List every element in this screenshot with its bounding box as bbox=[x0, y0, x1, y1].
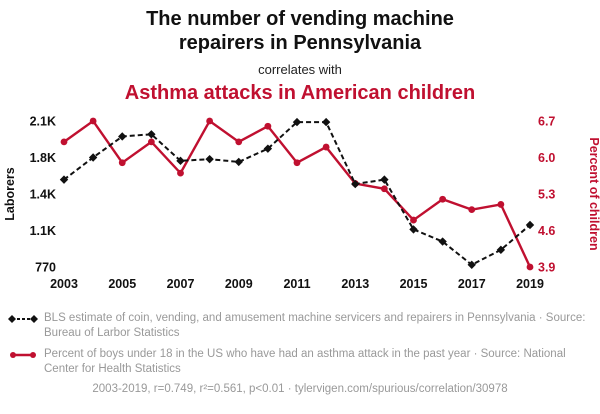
x-axis-tick-label: 2011 bbox=[283, 277, 310, 291]
connector-text: correlates with bbox=[258, 61, 342, 77]
right-axis-tick-label: 5.3 bbox=[538, 187, 555, 201]
legend: BLS estimate of coin, vending, and amuse… bbox=[0, 305, 600, 377]
x-axis-tick-label: 2005 bbox=[108, 277, 136, 291]
circle-marker bbox=[118, 159, 126, 166]
diamond-marker bbox=[176, 156, 185, 165]
diamond-marker bbox=[263, 144, 273, 153]
left-axis-tick-label: 2.1K bbox=[30, 114, 56, 128]
circle-marker bbox=[264, 122, 272, 130]
diamond-marker bbox=[321, 117, 331, 127]
circle-marker bbox=[60, 138, 68, 146]
legend-text-asthma: Percent of boys under 18 in the US who h… bbox=[44, 347, 566, 375]
circle-marker bbox=[235, 138, 243, 146]
diamond-marker bbox=[496, 245, 506, 254]
left-axis-tick-label: 1.4K bbox=[30, 187, 56, 201]
circle-marker bbox=[89, 117, 97, 125]
right-axis-tick-label: 3.9 bbox=[538, 260, 555, 274]
circle-marker bbox=[322, 143, 330, 151]
x-axis-tick-label: 2015 bbox=[400, 277, 428, 291]
left-axis-tick-label: 1.8K bbox=[30, 151, 56, 165]
circle-marker bbox=[380, 185, 388, 192]
circle-marker bbox=[293, 159, 301, 166]
circle-marker bbox=[147, 138, 155, 146]
diamond-marker bbox=[59, 175, 69, 184]
circle-marker bbox=[410, 216, 417, 224]
circle-marker bbox=[206, 117, 214, 125]
page-title: The number of vending machine repairers … bbox=[146, 8, 454, 55]
black-dashed-series-marker-icon bbox=[8, 314, 38, 323]
left-axis-tick-label: 770 bbox=[35, 260, 56, 274]
circle-marker bbox=[497, 200, 505, 208]
left-axis-title: Laborers bbox=[3, 167, 17, 221]
x-axis-tick-label: 2009 bbox=[225, 277, 253, 291]
chart-header: The number of vending machine repairers … bbox=[0, 0, 600, 105]
x-axis-tick-label: 2007 bbox=[167, 277, 195, 291]
diamond-marker bbox=[118, 132, 127, 141]
red-line-series-marker-icon bbox=[10, 351, 36, 358]
right-axis-title: Percent of children bbox=[587, 137, 600, 250]
x-axis-tick-label: 2017 bbox=[458, 277, 486, 291]
right-axis-tick-label: 6.0 bbox=[538, 151, 555, 165]
series-diamond bbox=[59, 117, 535, 269]
circle-marker bbox=[468, 206, 476, 213]
diamond-marker bbox=[205, 154, 214, 164]
circle-marker bbox=[526, 263, 534, 271]
series-line bbox=[63, 119, 532, 268]
circle-marker bbox=[177, 169, 184, 177]
series-circle bbox=[60, 117, 534, 271]
left-axis-tick-label: 1.1K bbox=[30, 224, 56, 238]
x-axis-tick-label: 2003 bbox=[50, 277, 78, 291]
x-axis-tick-label: 2019 bbox=[516, 277, 544, 291]
diamond-marker bbox=[351, 179, 360, 189]
diamond-marker bbox=[147, 129, 156, 139]
diamond-marker bbox=[438, 237, 447, 246]
footer-stats: 2003-2019, r=0.749, r²=0.561, p<0.01 · t… bbox=[92, 382, 508, 395]
dual-axis-line-chart: 2.1K 1.8K 1.4K 1.1K 770 6.7 6.0 5.3 4.6 3.9 2003 20… bbox=[3, 114, 600, 291]
legend-text-laborers: BLS estimate of coin, vending, and amuse… bbox=[44, 311, 586, 339]
diamond-marker bbox=[234, 157, 243, 166]
legend-item-asthma: Percent of boys under 18 in the US who h… bbox=[8, 347, 590, 377]
series-line bbox=[63, 120, 531, 266]
right-axis-tick-label: 4.6 bbox=[538, 224, 555, 238]
diamond-marker bbox=[467, 260, 476, 269]
diamond-marker bbox=[525, 220, 535, 229]
circle-marker bbox=[439, 195, 447, 203]
chart-area: 2.1K 1.8K 1.4K 1.1K 770 6.7 6.0 5.3 4.6 3.9 2003 20… bbox=[0, 109, 600, 305]
x-axis-tick-label: 2013 bbox=[341, 277, 369, 291]
legend-item-laborers: BLS estimate of coin, vending, and amuse… bbox=[8, 311, 590, 341]
chart-subtitle: Asthma attacks in American children bbox=[124, 81, 476, 104]
diamond-marker bbox=[409, 224, 418, 234]
right-axis-tick-label: 6.7 bbox=[538, 114, 555, 128]
diamond-marker bbox=[380, 175, 389, 184]
